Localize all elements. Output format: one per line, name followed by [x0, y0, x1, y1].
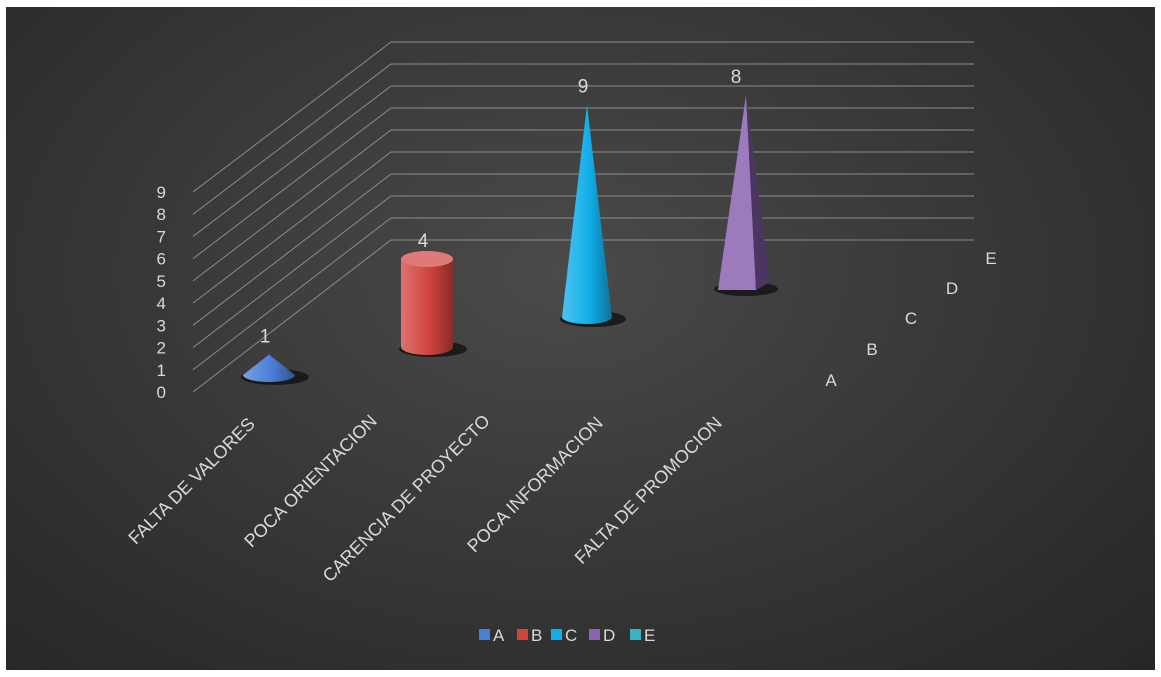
y-tick-label: 8 — [157, 205, 166, 224]
legend-swatch — [589, 629, 600, 640]
legend-swatch — [630, 629, 641, 640]
legend-swatch — [479, 629, 490, 640]
gridline-side — [192, 217, 392, 371]
y-tick-label: 7 — [157, 227, 166, 246]
y-tick-label: 0 — [157, 383, 166, 402]
depth-axis-labels: A B C D E — [825, 249, 996, 390]
data-label: 8 — [731, 67, 742, 88]
gridline-side — [192, 107, 392, 260]
gridline-side — [192, 173, 392, 326]
y-tick-label: 5 — [157, 272, 166, 291]
y-tick-label: 6 — [157, 250, 166, 269]
bar-D-pyramid-side — [746, 95, 770, 290]
bar-D-pyramid-front — [718, 95, 756, 290]
gridlines — [192, 41, 974, 393]
legend-label: E — [644, 626, 655, 645]
bar-C-cone — [562, 104, 612, 324]
x-tick-label: POCA INFORMACION — [463, 413, 607, 557]
x-tick-label: FALTA DE VALORES — [124, 414, 258, 548]
legend-label: D — [603, 626, 615, 645]
gridline-side — [192, 239, 392, 393]
legend-label: A — [493, 626, 505, 645]
gridline-side — [192, 63, 392, 215]
legend-label: B — [531, 626, 542, 645]
legend: A B C D E — [479, 626, 655, 645]
bar-A-cone — [243, 354, 295, 382]
bar-B-cylinder-top — [401, 251, 453, 267]
depth-label: D — [946, 279, 958, 298]
y-tick-label: 2 — [157, 339, 166, 358]
depth-label: A — [825, 371, 837, 390]
y-tick-label: 4 — [157, 294, 166, 313]
legend-swatch — [517, 629, 528, 640]
data-label: 1 — [260, 327, 271, 348]
legend-swatch — [551, 629, 562, 640]
bar-B-cylinder — [401, 259, 453, 355]
gridline-side — [192, 195, 392, 348]
legend-label: C — [565, 626, 577, 645]
depth-label: B — [866, 340, 877, 359]
y-tick-label: 3 — [157, 316, 166, 335]
y-tick-label: 1 — [157, 361, 166, 380]
depth-label: E — [985, 249, 996, 268]
gridline-side — [192, 41, 392, 193]
gridline-side — [192, 151, 392, 304]
data-label: 4 — [418, 231, 429, 252]
data-label: 9 — [578, 77, 589, 98]
chart-area: 0 1 2 3 4 5 6 7 8 9 1 4 9 8 FALTA DE VALORES POCA ORI… — [6, 7, 1155, 670]
gridline-side — [192, 85, 392, 237]
depth-label: C — [905, 309, 917, 328]
chart-marks: 1 4 9 8 — [241, 67, 778, 385]
y-tick-label: 9 — [157, 183, 166, 202]
y-axis-tick-labels: 0 1 2 3 4 5 6 7 8 9 — [157, 183, 166, 402]
gridline-side — [192, 129, 392, 282]
